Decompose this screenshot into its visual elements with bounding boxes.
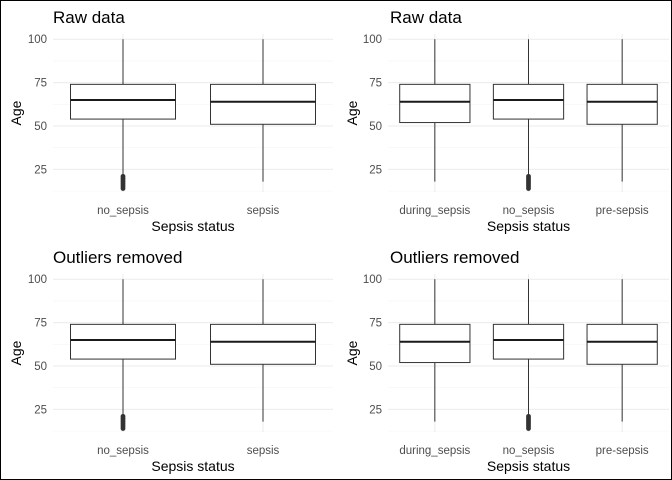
x-tick-label: sepsis xyxy=(247,205,280,217)
box-iqr xyxy=(586,323,658,365)
y-tick-label: 100 xyxy=(363,274,382,286)
y-tick-label: 25 xyxy=(34,164,47,176)
outlier-point xyxy=(120,186,126,191)
y-tick-label: 100 xyxy=(28,274,47,286)
chart-panel-2: 25 50 75 100 during_sepsis no_sepsis pre-sepsi… xyxy=(344,8,669,234)
x-axis-title: Sepsis status xyxy=(487,218,570,234)
box-iqr xyxy=(492,83,565,120)
x-tick-label: no_sepsis xyxy=(97,445,149,457)
x-tick-label: pre-sepsis xyxy=(596,445,649,457)
x-axis-title: Sepsis status xyxy=(487,458,570,474)
box-no_sepsis xyxy=(70,39,176,191)
x-tick-label: no_sepsis xyxy=(503,205,555,217)
box-during_sepsis xyxy=(399,39,471,182)
x-axis-title: Sepsis status xyxy=(151,218,234,234)
box-sepsis xyxy=(210,39,316,182)
chart-panel-4: 25 50 75 100 during_sepsis no_sepsis pre-sepsi… xyxy=(344,248,669,474)
x-axis-title: Sepsis status xyxy=(151,458,234,474)
x-tick-label: pre-sepsis xyxy=(596,205,649,217)
x-tick-label: sepsis xyxy=(247,445,280,457)
box-sepsis xyxy=(210,279,316,422)
y-tick-label: 75 xyxy=(34,318,47,330)
box-no_sepsis xyxy=(492,279,565,431)
y-tick-label: 25 xyxy=(34,404,47,416)
box-pre-sepsis xyxy=(586,39,658,182)
y-axis-title: Age xyxy=(8,100,24,125)
box-iqr xyxy=(210,83,316,125)
y-tick-label: 50 xyxy=(34,121,47,133)
y-tick-label: 75 xyxy=(34,78,47,90)
box-iqr xyxy=(586,83,658,125)
y-tick-label: 25 xyxy=(369,164,382,176)
panel-title: Raw data xyxy=(53,8,125,27)
y-tick-label: 75 xyxy=(369,318,382,330)
box-during_sepsis xyxy=(399,279,471,422)
outlier-point xyxy=(526,186,531,191)
y-axis-title: Age xyxy=(344,100,360,125)
y-axis-title: Age xyxy=(344,340,360,365)
y-tick-label: 50 xyxy=(369,361,382,373)
y-tick-label: 75 xyxy=(369,78,382,90)
box-pre-sepsis xyxy=(586,279,658,422)
x-tick-label: during_sepsis xyxy=(399,205,470,217)
panel-title: Raw data xyxy=(390,8,462,27)
outlier-point xyxy=(526,426,531,431)
box-iqr xyxy=(492,323,565,360)
box-iqr xyxy=(70,83,176,120)
y-tick-label: 100 xyxy=(28,34,47,46)
y-tick-label: 50 xyxy=(34,361,47,373)
x-tick-label: during_sepsis xyxy=(399,445,470,457)
chart-panel-1: 25 50 75 100 no_sepsis sepsis Raw data Sepsis s… xyxy=(8,8,333,234)
outlier-point xyxy=(120,426,126,431)
box-iqr xyxy=(70,323,176,360)
box-iqr xyxy=(210,323,316,365)
box-no_sepsis xyxy=(492,39,565,191)
x-tick-label: no_sepsis xyxy=(503,445,555,457)
box-iqr xyxy=(399,83,471,124)
y-tick-label: 100 xyxy=(363,34,382,46)
box-iqr xyxy=(399,323,471,364)
x-tick-label: no_sepsis xyxy=(97,205,149,217)
chart-panel-3: 25 50 75 100 no_sepsis sepsis Outliers removed… xyxy=(8,248,333,474)
y-tick-label: 25 xyxy=(369,404,382,416)
y-tick-label: 50 xyxy=(369,121,382,133)
panel-title: Outliers removed xyxy=(390,248,519,267)
y-axis-title: Age xyxy=(8,340,24,365)
panel-title: Outliers removed xyxy=(53,248,182,267)
box-no_sepsis xyxy=(70,279,176,431)
